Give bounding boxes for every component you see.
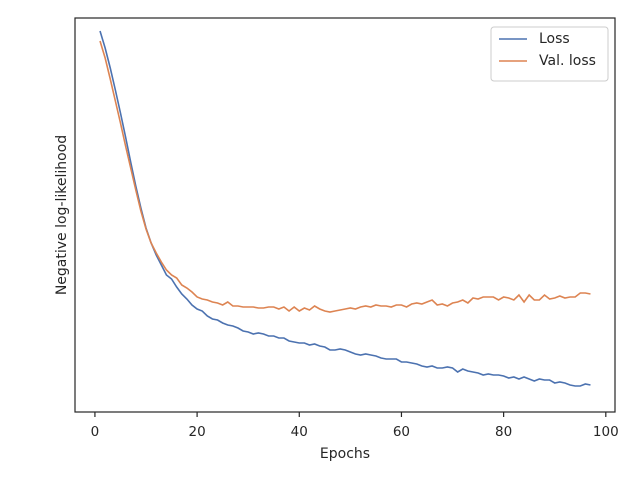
x-tick-label: 0 xyxy=(91,424,100,440)
x-tick-label: 80 xyxy=(495,424,512,440)
legend-box xyxy=(490,26,609,82)
line-series xyxy=(99,30,591,387)
x-tick-label: 100 xyxy=(593,424,619,440)
legend-label: Val. loss xyxy=(539,53,596,69)
y-axis-label: Negative log-likelihood xyxy=(54,135,70,295)
x-axis-label: Epochs xyxy=(320,446,370,462)
plot-area xyxy=(74,17,616,413)
x-tick-label: 20 xyxy=(189,424,206,440)
legend-label: Loss xyxy=(539,31,570,47)
x-tick-label: 60 xyxy=(393,424,410,440)
x-tick-label: 40 xyxy=(291,424,308,440)
line-series xyxy=(99,40,591,313)
